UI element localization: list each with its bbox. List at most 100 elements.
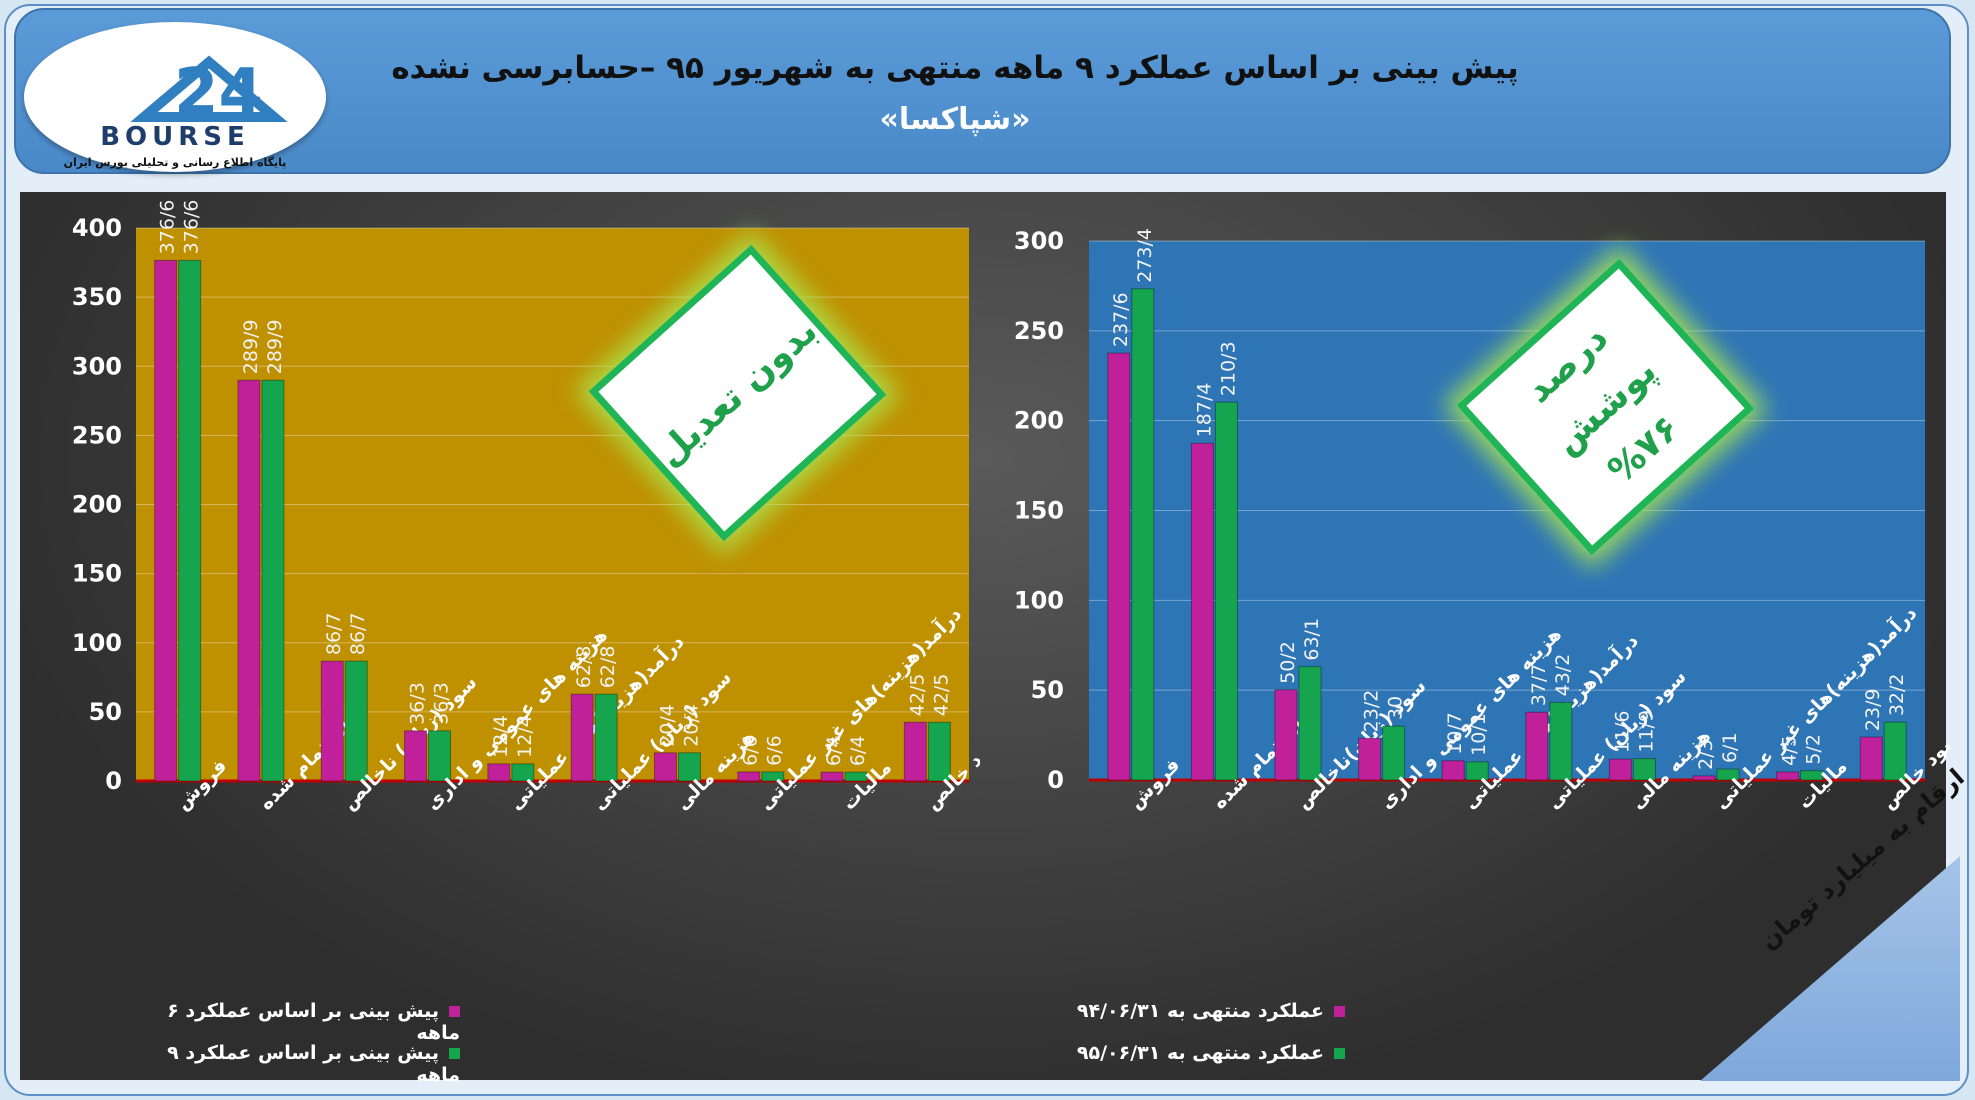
- bar: [1465, 761, 1489, 781]
- data-label: 30: [1385, 696, 1407, 720]
- bar: [1190, 442, 1214, 781]
- bar: [1716, 768, 1740, 781]
- bar: [1441, 760, 1465, 781]
- y-tick-label: 50: [1031, 676, 1064, 704]
- chart-right: 050100150200250300237/6273/4فروش187/4210…: [1014, 227, 1950, 814]
- bar: [1883, 721, 1907, 781]
- data-label: 273/4: [1134, 228, 1156, 283]
- y-tick-label: 50: [89, 698, 122, 726]
- data-label: 86/7: [347, 612, 369, 655]
- bar: [154, 259, 178, 782]
- data-label: 23/9: [1862, 688, 1884, 731]
- logo-tagline: پایگاه اطلاع رسانی و تحلیلی بورس ایران: [63, 156, 287, 169]
- bar: [653, 752, 677, 782]
- data-label: 5/2: [1803, 734, 1825, 765]
- bar: [594, 693, 618, 782]
- legend-label: پیش بینی بر اساس عملکرد ۹ ماهه: [167, 1042, 460, 1086]
- y-tick-label: 350: [72, 283, 122, 311]
- bar: [237, 379, 261, 782]
- page-title: پیش بینی بر اساس عملکرد ۹ ماهه منتهی به …: [391, 50, 1519, 86]
- bar: [903, 721, 927, 782]
- y-tick-label: 300: [1014, 227, 1064, 255]
- bar: [320, 660, 344, 782]
- y-tick-label: 150: [72, 560, 122, 588]
- data-label: 376/6: [181, 200, 203, 255]
- bar: [261, 379, 285, 782]
- data-label: 6/6: [740, 735, 762, 766]
- bar: [1608, 758, 1632, 781]
- data-label: 237/6: [1110, 292, 1132, 347]
- data-label: 62/8: [573, 646, 595, 689]
- data-label: 289/9: [264, 319, 286, 374]
- data-label: 36/3: [407, 682, 429, 725]
- legend-right-2: عملکرد منتهی به ۹۵/۰۶/۳۱: [1065, 1042, 1345, 1064]
- data-label: 43/2: [1552, 654, 1574, 697]
- logo-mark: 24: [130, 55, 288, 130]
- y-tick-label: 150: [1014, 497, 1064, 525]
- data-label: 37/7: [1528, 664, 1550, 707]
- bar: [1859, 736, 1883, 781]
- data-label: 6/1: [1719, 732, 1741, 763]
- legend-left-2: پیش بینی بر اساس عملکرد ۹ ماهه: [140, 1042, 460, 1086]
- bar: [1776, 771, 1800, 781]
- legend-label: عملکرد منتهی به ۹۴/۰۶/۳۱: [1076, 1000, 1324, 1022]
- data-label: 36/3: [431, 682, 453, 725]
- data-label: 10/1: [1468, 713, 1490, 756]
- legend-label: عملکرد منتهی به ۹۵/۰۶/۳۱: [1076, 1042, 1324, 1064]
- bar: [1107, 352, 1131, 781]
- y-tick-label: 100: [72, 629, 122, 657]
- data-label: 2/3: [1695, 739, 1717, 770]
- y-tick-label: 0: [1047, 766, 1064, 794]
- data-label: 6/4: [847, 736, 869, 767]
- data-label: 42/5: [906, 674, 928, 717]
- y-tick-label: 400: [72, 214, 122, 242]
- bar: [570, 693, 594, 782]
- data-label: 4/5: [1779, 735, 1801, 766]
- data-label: 23/2: [1361, 690, 1383, 733]
- data-label: 86/7: [323, 612, 345, 655]
- bar: [1525, 711, 1549, 781]
- data-label: 11/9: [1635, 710, 1657, 753]
- data-label: 289/9: [240, 319, 262, 374]
- bar: [1298, 666, 1322, 781]
- bar: [1274, 689, 1298, 781]
- bar: [1632, 758, 1656, 781]
- bar: [761, 771, 785, 782]
- data-label: 63/1: [1301, 618, 1323, 661]
- bar: [1358, 737, 1382, 781]
- data-label: 6/6: [764, 735, 786, 766]
- y-tick-label: 250: [1014, 317, 1064, 345]
- stamp-text: بدون تعدیل: [649, 310, 826, 476]
- bar: [1692, 775, 1716, 781]
- bar: [927, 721, 951, 782]
- page-subtitle: «شپاکسا»: [879, 102, 1031, 137]
- y-tick-label: 250: [72, 421, 122, 449]
- data-label: 32/2: [1886, 673, 1908, 716]
- data-label: 42/5: [930, 674, 952, 717]
- bar: [820, 771, 844, 782]
- data-label: 50/2: [1277, 641, 1299, 684]
- bar: [1800, 770, 1824, 781]
- data-label: 10/7: [1444, 712, 1466, 755]
- legend-left-1: پیش بینی بر اساس عملکرد ۶ ماهه: [140, 1000, 460, 1044]
- legend-label: پیش بینی بر اساس عملکرد ۶ ماهه: [167, 1000, 460, 1044]
- y-tick-label: 200: [72, 491, 122, 519]
- data-label: 12/4: [490, 715, 512, 758]
- bar: [404, 730, 428, 782]
- data-label: 12/4: [514, 715, 536, 758]
- data-label: 6/4: [823, 736, 845, 767]
- legend-swatch: [1334, 1006, 1345, 1017]
- logo: 24 BOURSE پایگاه اطلاع رسانی و تحلیلی بو…: [24, 22, 326, 172]
- logo-number: 24: [174, 56, 263, 130]
- y-tick-label: 300: [72, 352, 122, 380]
- y-tick-label: 200: [1014, 407, 1064, 435]
- legend-swatch: [449, 1006, 460, 1017]
- bar: [178, 259, 202, 782]
- legend-swatch: [449, 1048, 460, 1059]
- data-label: 62/8: [597, 646, 619, 689]
- legend-swatch: [1334, 1048, 1345, 1059]
- bar: [344, 660, 368, 782]
- y-tick-label: 100: [1014, 586, 1064, 614]
- bar: [511, 763, 535, 782]
